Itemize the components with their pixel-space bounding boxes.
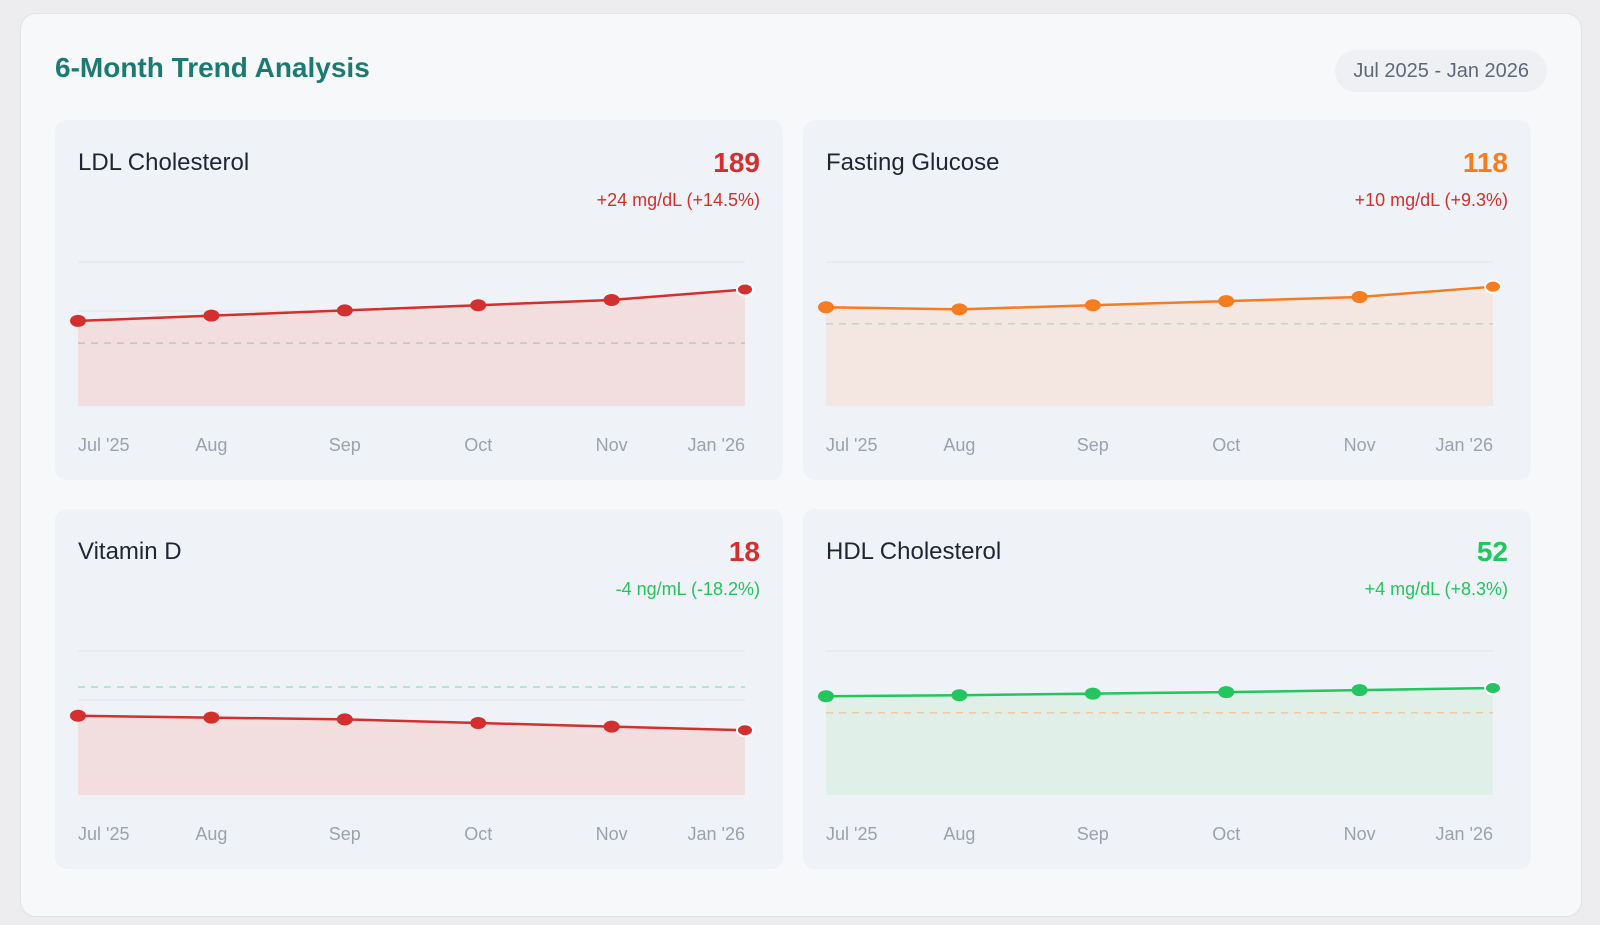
- x-tick-label: Aug: [195, 435, 227, 455]
- x-tick-label: Aug: [195, 824, 227, 844]
- data-point: [818, 301, 834, 314]
- current-value: 118: [1462, 147, 1508, 178]
- x-tick-label: Jan '26: [688, 435, 745, 455]
- data-point: [336, 713, 353, 726]
- x-tick-label: Jul '25: [78, 824, 129, 844]
- x-tick-label: Sep: [329, 435, 361, 455]
- vitamin-d-trend-chart: Jul '25 Aug Sep Oct Nov Jan '26: [70, 650, 754, 844]
- data-point: [736, 282, 754, 297]
- card-hdl-cholesterol: HDL Cholesterol 52 +4 mg/dL (+8.3%) Jul …: [803, 509, 1531, 869]
- x-tick-label: Jan '26: [1436, 435, 1493, 455]
- x-tick-label: Jan '26: [688, 824, 745, 844]
- change-label: +10 mg/dL (+9.3%): [1354, 190, 1508, 210]
- x-tick-label: Sep: [329, 824, 361, 844]
- series-line: [77, 714, 746, 732]
- hdl-trend-chart: Jul '25 Aug Sep Oct Nov Jan '26: [818, 650, 1502, 844]
- series-line: [77, 288, 746, 323]
- x-tick-label: Aug: [943, 824, 975, 844]
- data-point: [603, 720, 620, 733]
- ldl-trend-chart: Jul '25 Aug Sep Oct Nov Jan '26: [70, 261, 754, 455]
- card-title: Vitamin D: [78, 538, 182, 565]
- x-tick-label: Sep: [1077, 824, 1109, 844]
- card-ldl-cholesterol: LDL Cholesterol 189 +24 mg/dL (+14.5%) J…: [55, 120, 783, 480]
- data-point: [336, 304, 353, 317]
- data-point: [70, 709, 86, 722]
- page-title: 6-Month Trend Analysis: [55, 52, 370, 83]
- card-title: LDL Cholesterol: [78, 149, 250, 176]
- x-tick-label: Oct: [464, 824, 492, 844]
- change-label: +4 mg/dL (+8.3%): [1364, 579, 1508, 599]
- current-value: 52: [1476, 536, 1508, 567]
- x-tick-label: Nov: [1344, 435, 1376, 455]
- card-title: HDL Cholesterol: [826, 538, 1002, 565]
- data-point: [1218, 295, 1235, 308]
- data-point: [951, 303, 968, 316]
- card-title: Fasting Glucose: [826, 149, 1000, 176]
- data-point: [470, 299, 487, 312]
- area-fill: [826, 688, 1493, 795]
- data-point: [603, 293, 620, 306]
- data-point: [818, 690, 834, 703]
- series-line: [825, 285, 1494, 311]
- data-point: [951, 689, 968, 702]
- data-point: [1484, 681, 1502, 696]
- x-tick-label: Sep: [1077, 435, 1109, 455]
- change-label: +24 mg/dL (+14.5%): [596, 190, 760, 210]
- data-point: [70, 314, 86, 327]
- data-point: [1484, 279, 1502, 294]
- current-value: 18: [728, 536, 760, 567]
- change-label: -4 ng/mL (-18.2%): [615, 579, 760, 599]
- data-point: [203, 711, 220, 724]
- card-vitamin-d: Vitamin D 18 -4 ng/mL (-18.2%) Jul '25 Au…: [55, 509, 783, 869]
- date-range-badge[interactable]: Jul 2025 - Jan 2026: [1335, 50, 1547, 92]
- area-fill: [78, 715, 745, 795]
- x-tick-label: Oct: [464, 435, 492, 455]
- x-tick-label: Jul '25: [826, 435, 877, 455]
- x-tick-label: Oct: [1212, 435, 1240, 455]
- data-point: [1218, 686, 1235, 699]
- series-line: [825, 686, 1494, 698]
- data-point: [1351, 290, 1368, 303]
- x-tick-label: Jul '25: [78, 435, 129, 455]
- x-tick-label: Oct: [1212, 824, 1240, 844]
- x-tick-label: Aug: [943, 435, 975, 455]
- x-tick-label: Jan '26: [1436, 824, 1493, 844]
- area-fill: [78, 289, 745, 406]
- x-tick-label: Jul '25: [826, 824, 877, 844]
- current-value: 189: [713, 147, 760, 178]
- area-fill: [826, 286, 1493, 406]
- x-tick-label: Nov: [1344, 824, 1376, 844]
- trend-analysis-panel: 6-Month Trend Analysis Jul 2025 - Jan 20…: [20, 13, 1582, 917]
- x-tick-label: Nov: [596, 824, 628, 844]
- data-point: [1084, 299, 1101, 312]
- data-point: [736, 723, 754, 738]
- data-point: [470, 717, 487, 729]
- x-tick-label: Nov: [596, 435, 628, 455]
- glucose-trend-chart: Jul '25 Aug Sep Oct Nov Jan '26: [818, 261, 1502, 455]
- data-point: [1351, 684, 1368, 697]
- data-point: [203, 309, 220, 322]
- data-point: [1084, 687, 1101, 700]
- card-fasting-glucose: Fasting Glucose 118 +10 mg/dL (+9.3%) Ju…: [803, 120, 1531, 480]
